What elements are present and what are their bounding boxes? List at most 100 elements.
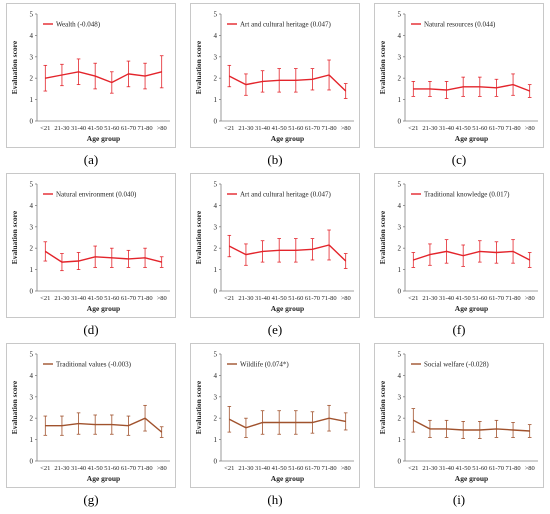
x-tick-label: 51-60 <box>288 295 303 302</box>
y-tick-label: 5 <box>398 181 402 189</box>
x-axis-label: Age group <box>271 134 304 143</box>
y-tick-label: 0 <box>30 458 34 466</box>
x-tick-label: 71-80 <box>505 295 520 302</box>
x-tick-label: 71-80 <box>321 465 336 472</box>
x-tick-label: 61-70 <box>305 295 320 302</box>
x-tick-label: >80 <box>157 125 167 132</box>
y-tick-label: 4 <box>30 32 34 40</box>
x-tick-label: >80 <box>157 465 167 472</box>
x-tick-label: 51-60 <box>472 125 487 132</box>
y-tick-label: 3 <box>214 223 218 231</box>
x-tick-label: 61-70 <box>121 125 136 132</box>
series-line <box>228 74 347 92</box>
y-tick-label: 2 <box>214 245 218 253</box>
y-axis-label: Evaluation score <box>194 40 203 94</box>
x-tick-label: >80 <box>525 125 535 132</box>
panel-label-f: (f) <box>452 322 466 337</box>
y-tick-label: 5 <box>30 181 34 189</box>
chart-svg: 0 1 2 3 4 5 <21 21-30 31-40 41-50 51-60 61-70 71-80 >… <box>10 351 170 483</box>
y-tick-label: 1 <box>30 436 34 444</box>
x-axis-label: Age group <box>271 474 304 483</box>
chart-panel-i: 0 1 2 3 4 5 <21 21-30 31-40 41-50 51-60 61-70 71-80 >… <box>374 343 544 488</box>
x-tick-label: 61-70 <box>489 125 504 132</box>
legend-label: Traditional values (-0.003) <box>56 361 132 369</box>
x-tick-label: 41-50 <box>88 125 103 132</box>
x-tick-label: 61-70 <box>121 295 136 302</box>
y-tick-label: 1 <box>398 436 402 444</box>
x-tick-label: 41-50 <box>272 465 287 472</box>
series-line <box>44 250 162 263</box>
x-tick-label: >80 <box>157 295 167 302</box>
y-tick-label: 2 <box>214 75 218 83</box>
x-tick-label: 51-60 <box>472 465 487 472</box>
x-tick-label: 71-80 <box>505 465 520 472</box>
x-tick-label: 21-30 <box>54 125 69 132</box>
y-tick-label: 3 <box>398 393 402 401</box>
x-tick-label: 61-70 <box>305 465 320 472</box>
panel-label-e: (e) <box>267 322 283 337</box>
y-tick-label: 2 <box>398 415 402 423</box>
x-tick-label: 71-80 <box>137 125 152 132</box>
x-tick-label: 51-60 <box>104 295 119 302</box>
y-tick-label: 5 <box>214 181 218 189</box>
chart-svg: 0 1 2 3 4 5 <21 21-30 31-40 41-50 51-60 61-70 71-80 >… <box>10 11 170 143</box>
x-tick-label: >80 <box>341 465 351 472</box>
chart-svg: 0 1 2 3 4 5 <21 21-30 31-40 41-50 51-60 61-70 71-80 >… <box>10 181 170 313</box>
chart-panel-b: 0 1 2 3 4 5 <21 21-30 31-40 41-50 51-60 61-70 71-80 >… <box>190 3 360 148</box>
chart-panel-f: 0 1 2 3 4 5 <21 21-30 31-40 41-50 51-60 61-70 71-80 >… <box>374 173 544 318</box>
x-tick-label: <21 <box>408 125 418 132</box>
x-tick-label: 51-60 <box>288 125 303 132</box>
chart-panel-d: 0 1 2 3 4 5 <21 21-30 31-40 41-50 51-60 61-70 71-80 >… <box>6 173 176 318</box>
chart-svg: 0 1 2 3 4 5 <21 21-30 31-40 41-50 51-60 61-70 71-80 >… <box>378 181 538 313</box>
series-line <box>413 250 531 261</box>
x-tick-label: 71-80 <box>137 295 152 302</box>
x-tick-label: >80 <box>341 295 351 302</box>
x-tick-label: 21-30 <box>54 295 69 302</box>
legend-label: Art and cultural heritage (0.047) <box>240 21 331 29</box>
x-tick-label: 21-30 <box>238 295 253 302</box>
x-axis-label: Age group <box>455 134 488 143</box>
y-tick-label: 3 <box>214 53 218 61</box>
chart-panel-a: 0 1 2 3 4 5 <21 21-30 31-40 41-50 51-60 61-70 71-80 >… <box>6 3 176 148</box>
y-tick-label: 3 <box>398 223 402 231</box>
y-axis-label: Evaluation score <box>10 210 19 264</box>
chart-svg: 0 1 2 3 4 5 <21 21-30 31-40 41-50 51-60 61-70 71-80 >… <box>194 351 354 483</box>
x-tick-label: 31-40 <box>255 465 270 472</box>
x-tick-label: 31-40 <box>439 295 454 302</box>
x-tick-label: 21-30 <box>422 295 437 302</box>
y-tick-label: 2 <box>398 245 402 253</box>
x-tick-label: 71-80 <box>321 295 336 302</box>
y-tick-label: 3 <box>30 53 34 61</box>
x-axis-label: Age group <box>455 474 488 483</box>
chart-panel-g: 0 1 2 3 4 5 <21 21-30 31-40 41-50 51-60 61-70 71-80 >… <box>6 343 176 488</box>
x-tick-label: 41-50 <box>272 125 287 132</box>
series-line <box>45 71 162 84</box>
y-tick-label: 2 <box>30 245 34 253</box>
legend-label: Wildlife (0.074*) <box>240 361 289 369</box>
legend-label: Natural environment (0.040) <box>56 191 137 199</box>
x-tick-label: <21 <box>40 125 50 132</box>
x-tick-label: 21-30 <box>238 465 253 472</box>
x-tick-label: 31-40 <box>255 125 270 132</box>
y-axis-label: Evaluation score <box>378 380 387 434</box>
y-tick-label: 2 <box>214 415 218 423</box>
x-tick-label: <21 <box>40 465 50 472</box>
y-tick-label: 0 <box>398 458 402 466</box>
legend-label: Social welfare (-0.028) <box>424 361 489 369</box>
x-tick-label: 61-70 <box>489 465 504 472</box>
legend-label: Natural resources (0.044) <box>424 21 496 29</box>
y-tick-label: 4 <box>214 32 218 40</box>
y-tick-label: 5 <box>30 11 34 19</box>
x-tick-label: 51-60 <box>288 465 303 472</box>
x-tick-label: <21 <box>40 295 50 302</box>
x-tick-label: 71-80 <box>137 465 152 472</box>
x-tick-label: 41-50 <box>456 465 471 472</box>
y-axis-label: Evaluation score <box>194 210 203 264</box>
y-tick-label: 0 <box>214 118 218 126</box>
y-tick-label: 4 <box>398 32 402 40</box>
x-axis-label: Age group <box>271 304 304 313</box>
series-line <box>413 83 530 92</box>
x-tick-label: 21-30 <box>238 125 253 132</box>
panel-label-a: (a) <box>83 152 99 167</box>
y-tick-label: 5 <box>398 351 402 359</box>
